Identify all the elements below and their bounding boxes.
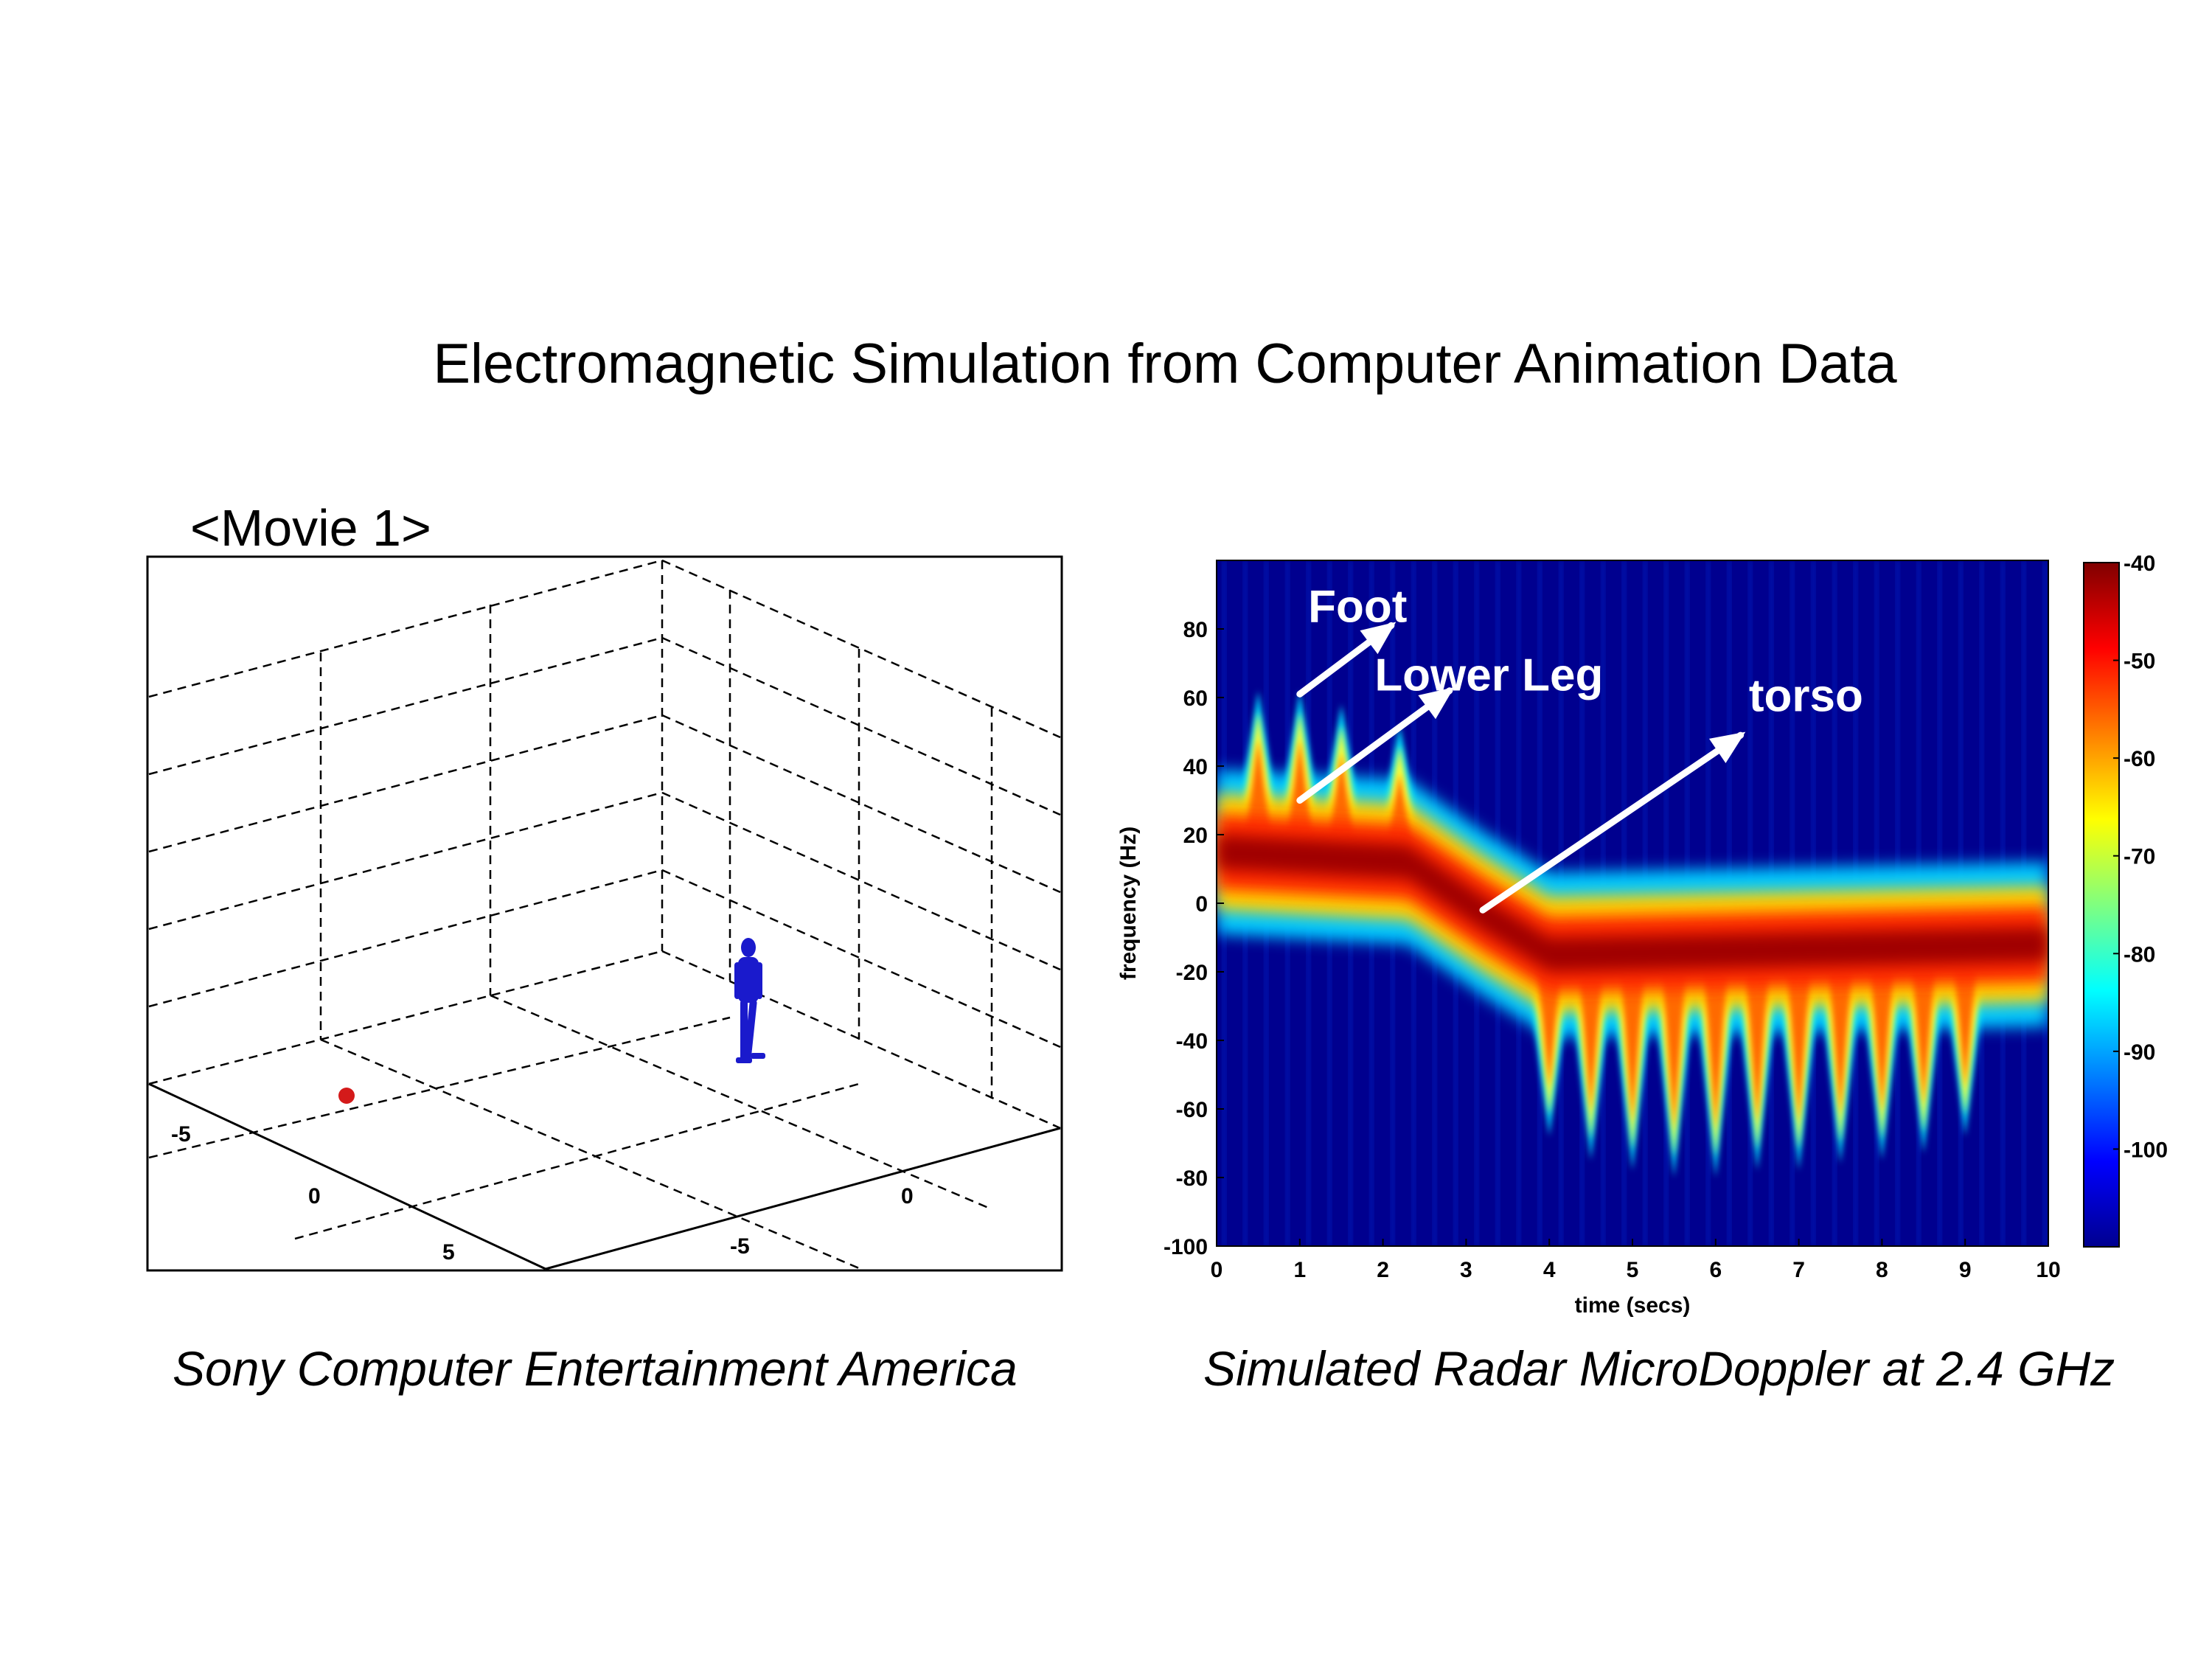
annotation-label: Lower Leg [1374,650,1603,701]
x-tick-label: 8 [1876,1258,1888,1282]
x-axis-label: time (secs) [1575,1293,1691,1318]
annotation-label: Foot [1308,582,1407,633]
limb-lobe-inner [1868,947,1896,1113]
y-tick-label: -40 [1176,1029,1208,1054]
y-tick-label: 60 [1183,686,1208,711]
x-tick-label: 4 [1543,1258,1556,1282]
scene-tick-label: 5 [442,1240,455,1265]
annotation-arrow-shaft [1479,731,1745,914]
limb-lobe-inner [1910,947,1937,1106]
y-tick-label: 80 [1183,618,1208,642]
x-axis: 0 1 2 3 4 5 6 7 8 9 10 [1211,1239,2061,1282]
x-tick-label: 3 [1460,1258,1472,1282]
scene-tick-label: 0 [901,1184,914,1208]
scene-tick-label: 0 [308,1184,321,1208]
spectrogram-panel[interactable]: 0 1 2 3 4 5 6 7 8 9 10 80 60 40 20 0 -20 -40 -60 -80 -100 t… [1116,552,2168,1318]
y-tick-label: -20 [1176,961,1208,985]
x-tick-label: 6 [1709,1258,1722,1282]
caption-left: Sony Computer Entertainment America [173,1341,1018,1396]
y-tick-label: -80 [1176,1166,1208,1191]
limb-lobe-inner [1618,953,1646,1123]
x-tick-label: 10 [2036,1258,2060,1282]
y-tick-label: -100 [1164,1235,1208,1259]
limb-lobe-inner [1826,948,1854,1116]
x-tick-label: 5 [1627,1258,1639,1282]
scene-tick-label: -5 [730,1234,750,1259]
y-axis: 80 60 40 20 0 -20 -40 -60 -80 -100 [1164,618,1224,1259]
scene-frame [146,555,1063,1272]
radar-marker-dot [338,1088,355,1104]
movie-label[interactable]: <Movie 1> [190,499,431,557]
limb-lobe-inner [1702,951,1729,1130]
x-tick-label: 9 [1959,1258,1972,1282]
colorbar-ticks: -40 -50 -60 -70 -80 -90 -100 [2113,552,2168,1162]
slide-title: Electromagnetic Simulation from Computer… [433,333,1897,395]
y-tick-label: 20 [1183,824,1208,848]
x-tick-label: 2 [1377,1258,1389,1282]
scene-gridlines [148,559,1061,1270]
colorbar [2083,562,2120,1248]
limb-lobe-inner [1744,950,1771,1123]
colorbar-tick-label: -60 [2124,747,2155,771]
annotations: Foot Lower Leg torso [1296,582,1863,914]
colorbar-tick-label: -50 [2124,650,2155,674]
scene-3d-panel[interactable]: -5 0 5 0 -5 [146,555,1063,1272]
x-tick-label: 7 [1792,1258,1805,1282]
y-tick-label: 0 [1195,892,1208,917]
colorbar-tick-label: -80 [2124,942,2155,967]
scene-tick-label: -5 [171,1122,191,1147]
caption-right: Simulated Radar MicroDoppler at 2.4 GHz [1203,1341,2115,1396]
torso-band-core [1217,835,2048,972]
y-tick-label: -60 [1176,1098,1208,1122]
limb-lobe-inner [1577,953,1604,1113]
x-tick-label: 1 [1293,1258,1306,1282]
limb-lobe-inner [1785,949,1812,1123]
limb-lobe-inner [1660,952,1688,1130]
colorbar-tick-label: -90 [2124,1040,2155,1065]
x-tick-label: 0 [1211,1258,1223,1282]
annotation-label: torso [1749,671,1863,722]
annotation-arrow-head [1418,686,1455,720]
colorbar-tick-label: -100 [2124,1138,2168,1162]
y-tick-label: 40 [1183,755,1208,779]
colorbar-tick-label: -40 [2124,552,2155,576]
colorbar-tick-label: -70 [2124,845,2155,869]
y-axis-label: frequency (Hz) [1116,827,1141,980]
annotation-arrow-shaft [1296,687,1453,804]
spectrogram-heat [1217,560,2048,1246]
walking-figure[interactable] [734,938,765,1063]
annotation-arrow-head [1708,731,1746,764]
annotation-arrow-head [1360,622,1397,655]
